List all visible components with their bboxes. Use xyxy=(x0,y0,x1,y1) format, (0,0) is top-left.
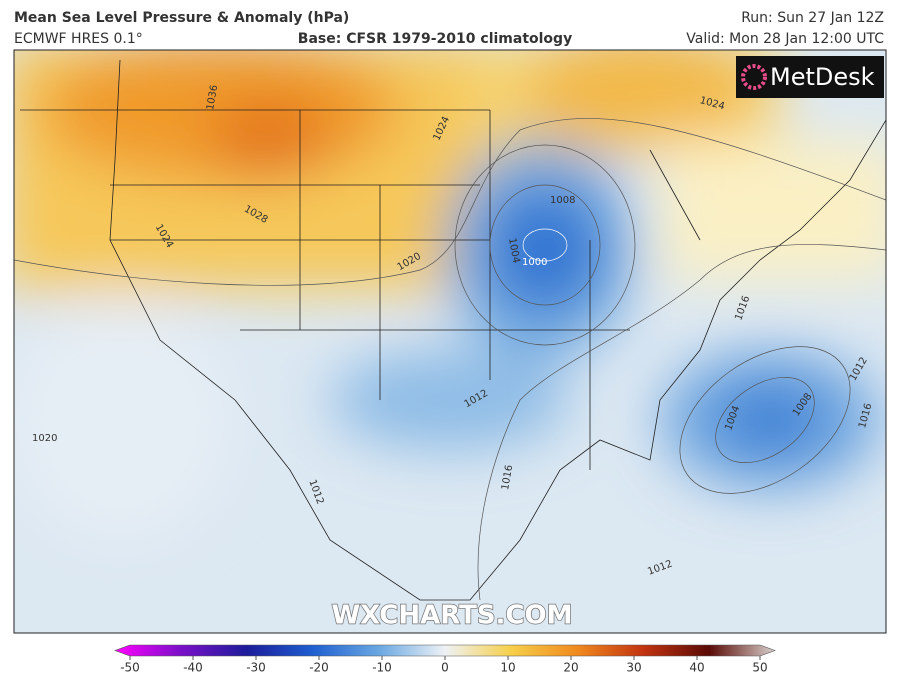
colorbar-tick-label: -40 xyxy=(183,661,203,675)
title: Mean Sea Level Pressure & Anomaly (hPa) xyxy=(14,10,349,26)
logo-icon xyxy=(741,64,767,90)
watermark: WXCHARTS.COM xyxy=(331,601,572,631)
contour-label: 1036 xyxy=(205,84,220,111)
run: Run: Sun 27 Jan 12Z xyxy=(741,10,884,26)
colorbar-tick-label: 40 xyxy=(689,661,704,675)
colorbar-tick-label: -20 xyxy=(309,661,329,675)
colorbar-tick-label: 50 xyxy=(752,661,767,675)
colorbar-tick-label: -10 xyxy=(372,661,392,675)
contour-label: 1020 xyxy=(32,433,57,444)
logo-box xyxy=(736,56,884,98)
contour-label: 1008 xyxy=(550,195,575,206)
colorbar-tick-label: -50 xyxy=(120,661,140,675)
contour-label: 1004 xyxy=(506,237,521,264)
colorbar-tick-label: 20 xyxy=(563,661,578,675)
logo: MetDesk xyxy=(770,63,875,91)
colorbar-tick-label: 0 xyxy=(441,661,449,675)
colorbar-tick-label: 30 xyxy=(626,661,641,675)
map: 1036 1028 1024 1024 1024 1020 1020 1008 … xyxy=(14,50,886,633)
isobars xyxy=(14,118,886,601)
colorbar: -50 -40 -30 -20 -10 0 10 20 30 40 50 xyxy=(114,644,776,675)
colorbar-tick-label: -30 xyxy=(246,661,266,675)
colorbar-tick-label: 10 xyxy=(500,661,515,675)
contour-label: 1016 xyxy=(500,464,515,491)
colorbar-bar xyxy=(114,644,776,657)
map-frame xyxy=(13,49,887,634)
contour-label: 1000 xyxy=(522,257,547,268)
anomaly-field xyxy=(14,50,886,540)
base: Base: CFSR 1979-2010 climatology xyxy=(298,31,572,47)
valid: Valid: Mon 28 Jan 12:00 UTC xyxy=(686,31,884,47)
model: ECMWF HRES 0.1° xyxy=(14,31,143,47)
